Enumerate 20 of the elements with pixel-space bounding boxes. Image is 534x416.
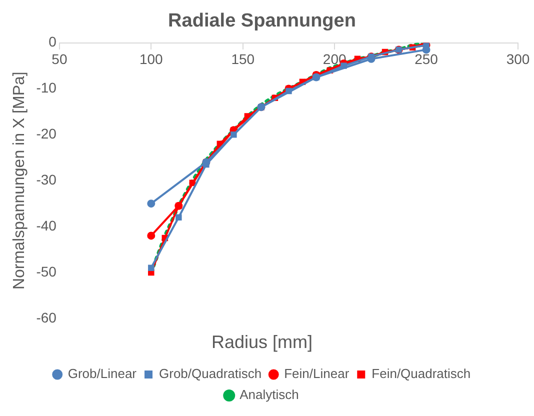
y-tick-label: -50 xyxy=(36,263,57,280)
legend-label: Analytisch xyxy=(240,387,299,402)
x-tick-label: 250 xyxy=(414,51,438,68)
y-tick-label: -30 xyxy=(36,171,57,188)
chart-title: Radiale Spannungen xyxy=(168,10,356,32)
y-tick-label: 0 xyxy=(48,34,57,50)
legend-label: Fein/Linear xyxy=(284,366,350,382)
y-axis-title: Normalspannungen in X [MPa] xyxy=(11,72,28,290)
y-tick-label: -60 xyxy=(36,309,57,326)
x-axis-title: Radius [mm] xyxy=(211,332,313,352)
y-tick-label: -40 xyxy=(36,217,57,234)
x-tick-label: 50 xyxy=(52,51,68,68)
y-tick-label: -10 xyxy=(36,80,57,96)
legend-label: Fein/Quadratisch xyxy=(372,366,471,382)
legend-label: Grob/Linear xyxy=(68,366,138,382)
x-tick-label: 100 xyxy=(139,51,164,68)
x-tick-label: 300 xyxy=(506,51,530,68)
x-tick-label: 150 xyxy=(231,51,255,68)
y-tick-label: -20 xyxy=(36,126,57,142)
legend-label: Grob/Quadratisch xyxy=(159,366,262,382)
